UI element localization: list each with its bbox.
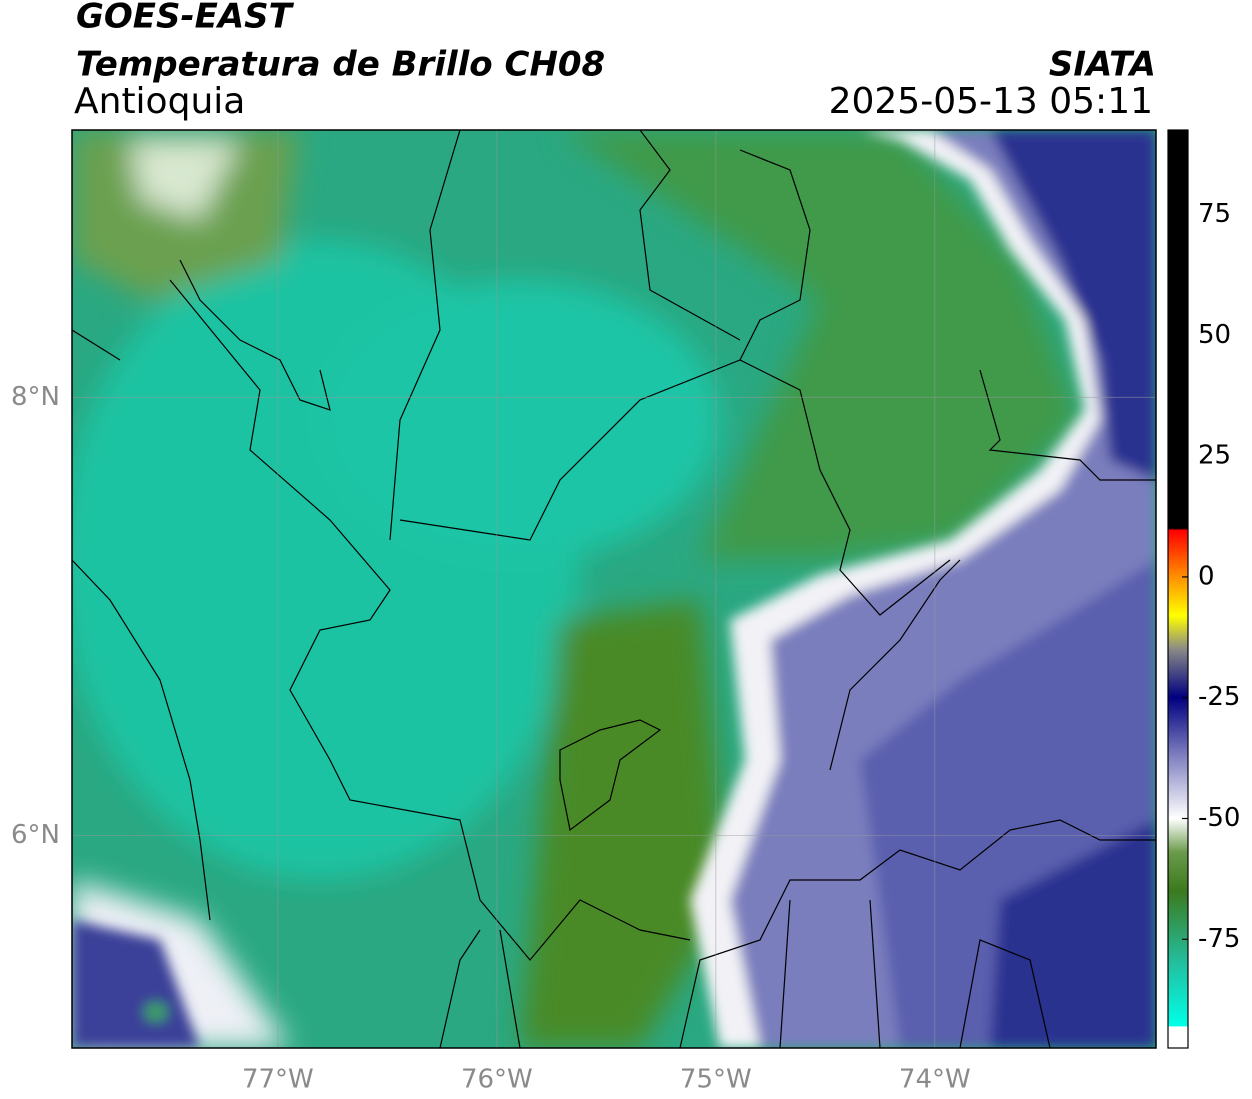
colorbar-tick-label: 50: [1198, 320, 1231, 350]
brand: SIATA: [1049, 45, 1156, 85]
title: GOES-EAST: [76, 0, 295, 37]
colorbar-tick-label: -25: [1198, 682, 1240, 712]
y-tick-label: 8°N: [11, 382, 60, 412]
map-frame: [71, 129, 1157, 1049]
colorbar-tick-label: 0: [1198, 561, 1215, 591]
x-tick-label: 77°W: [242, 1065, 314, 1095]
region: Antioquia: [74, 81, 245, 122]
grid: [72, 130, 1156, 1048]
x-tick-label: 76°W: [461, 1065, 533, 1095]
colorbar: [1167, 129, 1189, 1049]
x-tick-label: 75°W: [680, 1065, 752, 1095]
satellite-image: [72, 130, 1156, 1048]
colorbar-tick-label: 25: [1198, 441, 1231, 471]
x-tick-label: 74°W: [899, 1065, 971, 1095]
y-tick-label: 6°N: [11, 820, 60, 850]
subtitle: Temperatura de Brillo CH08: [76, 45, 605, 85]
colorbar-tick-label: 75: [1198, 199, 1231, 229]
colorbar-tick-label: -75: [1198, 924, 1240, 954]
datetime: 2025-05-13 05:11: [829, 81, 1153, 122]
colorbar-tick-label: -50: [1198, 803, 1240, 833]
